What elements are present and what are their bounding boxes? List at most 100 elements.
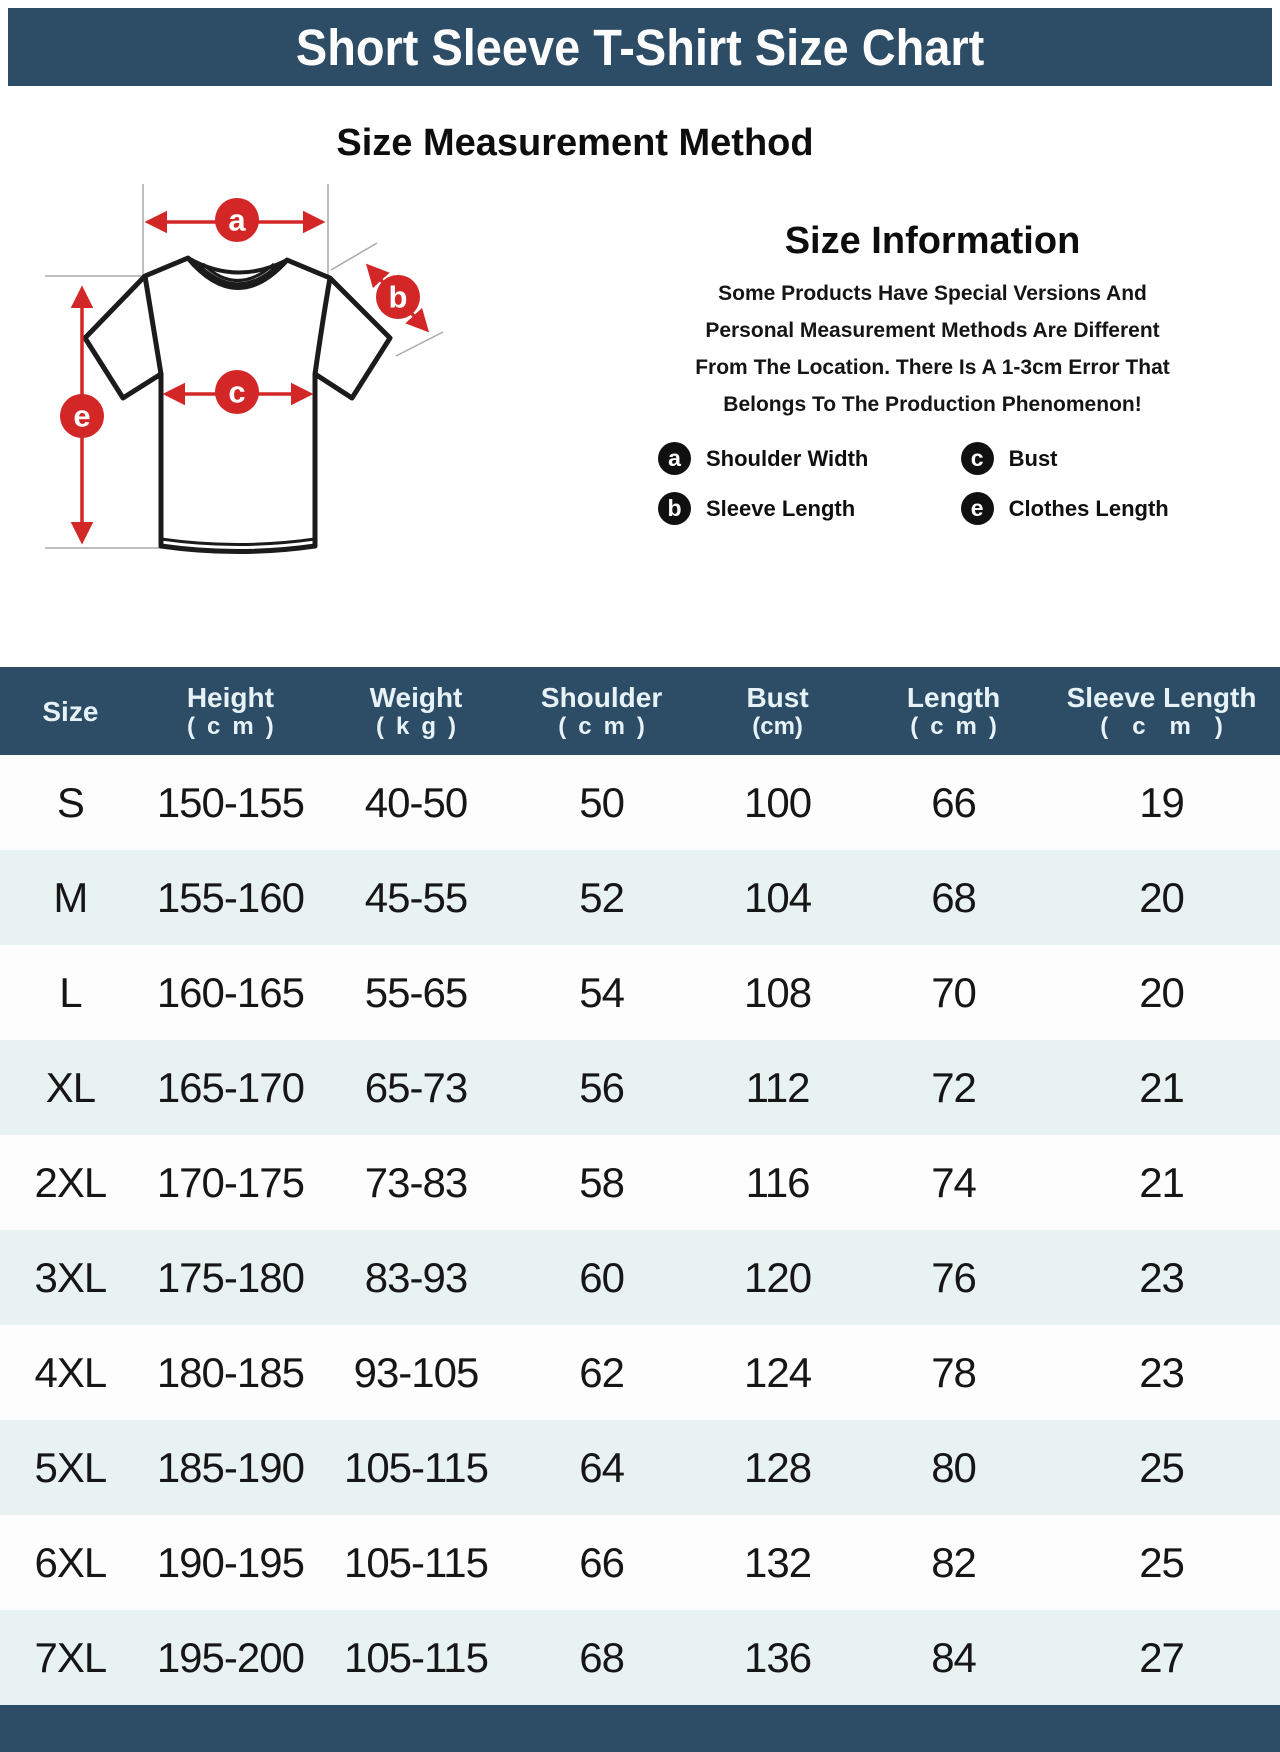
table-cell-sleeve-length: 23 bbox=[1139, 1348, 1185, 1396]
column-header-size: Size bbox=[42, 695, 99, 727]
legend-item-bust: c Bust bbox=[960, 442, 1240, 475]
table-cell-length: 76 bbox=[931, 1253, 977, 1301]
table-cell-length: 84 bbox=[931, 1633, 977, 1681]
marker-b-circle bbox=[376, 275, 420, 319]
table-cell-height: 190-195 bbox=[156, 1538, 305, 1586]
table-cell-length: 66 bbox=[931, 778, 977, 826]
column-header-length: Length ( c m ) bbox=[906, 681, 1001, 740]
measurement-legend: a Shoulder Width c Bust b Sleeve Length … bbox=[658, 442, 1240, 525]
table-cell-size: 4XL bbox=[34, 1348, 108, 1396]
column-header-shoulder: Shoulder ( c m ) bbox=[540, 681, 663, 740]
table-cell-size: 6XL bbox=[34, 1538, 108, 1586]
table-cell-bust: 136 bbox=[744, 1633, 812, 1681]
table-cell-size: S bbox=[56, 778, 85, 826]
table-cell-shoulder: 68 bbox=[579, 1633, 625, 1681]
table-cell-weight: 73-83 bbox=[364, 1158, 468, 1206]
table-cell-length: 72 bbox=[931, 1063, 977, 1111]
table-cell-sleeve-length: 20 bbox=[1139, 968, 1185, 1016]
marker-e-circle bbox=[60, 394, 104, 438]
table-cell-weight: 65-73 bbox=[364, 1063, 468, 1111]
table-cell-sleeve-length: 25 bbox=[1139, 1443, 1185, 1491]
title-bar: Short Sleeve T-Shirt Size Chart bbox=[8, 8, 1272, 86]
size-table: Size Height ( c m ) Weight ( k g ) Shoul… bbox=[0, 667, 1280, 1752]
diagram-markers: a b c e bbox=[60, 198, 420, 438]
table-cell-length: 82 bbox=[931, 1538, 977, 1586]
footer-bar bbox=[0, 1705, 1280, 1752]
table-cell-height: 175-180 bbox=[156, 1253, 305, 1301]
table-cell-weight: 93-105 bbox=[353, 1348, 480, 1396]
table-row: 4XL 180-185 93-105 62 124 78 23 bbox=[0, 1325, 1280, 1420]
table-cell-bust: 124 bbox=[744, 1348, 812, 1396]
column-header-height: Height ( c m ) bbox=[186, 681, 274, 740]
table-cell-height: 155-160 bbox=[156, 873, 305, 921]
note-line: From The Location. There Is A 1-3cm Erro… bbox=[695, 356, 1170, 379]
table-cell-shoulder: 54 bbox=[579, 968, 625, 1016]
legend-item-sleeve-length: b Sleeve Length bbox=[658, 492, 961, 525]
table-cell-bust: 104 bbox=[744, 873, 812, 921]
legend-label: Shoulder Width bbox=[706, 445, 869, 471]
table-row: 2XL 170-175 73-83 58 116 74 21 bbox=[0, 1135, 1280, 1230]
table-cell-weight: 105-115 bbox=[343, 1633, 489, 1681]
table-cell-length: 74 bbox=[931, 1158, 977, 1206]
table-cell-shoulder: 66 bbox=[579, 1538, 625, 1586]
table-cell-sleeve-length: 21 bbox=[1139, 1063, 1185, 1111]
table-body: S 150-155 40-50 50 100 66 19 M 155-160 4… bbox=[0, 755, 1280, 1705]
table-cell-length: 68 bbox=[931, 873, 977, 921]
legend-item-shoulder-width: a Shoulder Width bbox=[658, 442, 961, 475]
table-cell-shoulder: 62 bbox=[579, 1348, 625, 1396]
legend-label: Clothes Length bbox=[1008, 495, 1169, 521]
table-row: 5XL 185-190 105-115 64 128 80 25 bbox=[0, 1420, 1280, 1515]
table-cell-weight: 105-115 bbox=[343, 1443, 489, 1491]
table-cell-bust: 100 bbox=[744, 778, 812, 826]
note-line: Belongs To The Production Phenomenon! bbox=[723, 393, 1142, 416]
table-row: 3XL 175-180 83-93 60 120 76 23 bbox=[0, 1230, 1280, 1325]
table-cell-shoulder: 50 bbox=[579, 778, 625, 826]
table-cell-weight: 83-93 bbox=[364, 1253, 468, 1301]
note-line: Personal Measurement Methods Are Differe… bbox=[705, 319, 1160, 342]
table-row: 6XL 190-195 105-115 66 132 82 25 bbox=[0, 1515, 1280, 1610]
legend-badge-e-icon: e bbox=[960, 492, 994, 525]
table-cell-size: 3XL bbox=[34, 1253, 108, 1301]
table-cell-shoulder: 58 bbox=[579, 1158, 625, 1206]
table-cell-height: 185-190 bbox=[156, 1443, 305, 1491]
table-cell-bust: 128 bbox=[744, 1443, 812, 1491]
marker-c-label: c bbox=[228, 375, 245, 410]
table-cell-weight: 40-50 bbox=[364, 778, 468, 826]
table-cell-size: XL bbox=[45, 1063, 96, 1111]
table-cell-height: 195-200 bbox=[156, 1633, 305, 1681]
table-cell-bust: 112 bbox=[745, 1063, 811, 1111]
table-cell-size: M bbox=[53, 873, 88, 921]
table-cell-size: L bbox=[59, 968, 82, 1016]
size-information: Size Information Some Products Have Spec… bbox=[635, 220, 1230, 423]
table-cell-size: 5XL bbox=[34, 1443, 108, 1491]
table-cell-shoulder: 56 bbox=[579, 1063, 625, 1111]
table-cell-shoulder: 52 bbox=[579, 873, 625, 921]
table-cell-sleeve-length: 19 bbox=[1139, 778, 1185, 826]
size-information-note: Some Products Have Special Versions And … bbox=[635, 275, 1230, 423]
table-row: 7XL 195-200 105-115 68 136 84 27 bbox=[0, 1610, 1280, 1705]
method-heading: Size Measurement Method bbox=[336, 122, 814, 164]
page-title: Short Sleeve T-Shirt Size Chart bbox=[295, 18, 985, 76]
marker-b-label: b bbox=[389, 280, 408, 315]
column-header-weight: Weight ( k g ) bbox=[369, 681, 463, 740]
table-row: S 150-155 40-50 50 100 66 19 bbox=[0, 755, 1280, 850]
marker-e-label: e bbox=[73, 399, 90, 434]
guide-lines bbox=[45, 184, 444, 549]
table-cell-bust: 108 bbox=[744, 968, 812, 1016]
tshirt-diagram-svg: a b c e bbox=[45, 184, 444, 554]
legend-item-clothes-length: e Clothes Length bbox=[960, 492, 1240, 525]
tshirt-measurement-diagram: a b c e bbox=[25, 146, 470, 581]
table-cell-sleeve-length: 20 bbox=[1139, 873, 1185, 921]
legend-label: Sleeve Length bbox=[706, 495, 856, 521]
table-cell-sleeve-length: 27 bbox=[1139, 1633, 1185, 1681]
table-cell-sleeve-length: 21 bbox=[1139, 1158, 1185, 1206]
table-row: XL 165-170 65-73 56 112 72 21 bbox=[0, 1040, 1280, 1135]
table-cell-length: 80 bbox=[931, 1443, 977, 1491]
marker-c-circle bbox=[215, 370, 259, 414]
legend-badge-b-icon: b bbox=[658, 492, 691, 525]
note-line: Some Products Have Special Versions And bbox=[718, 282, 1147, 305]
column-header-bust: Bust (cm) bbox=[746, 681, 809, 740]
table-cell-weight: 45-55 bbox=[364, 873, 468, 921]
table-cell-bust: 120 bbox=[744, 1253, 812, 1301]
